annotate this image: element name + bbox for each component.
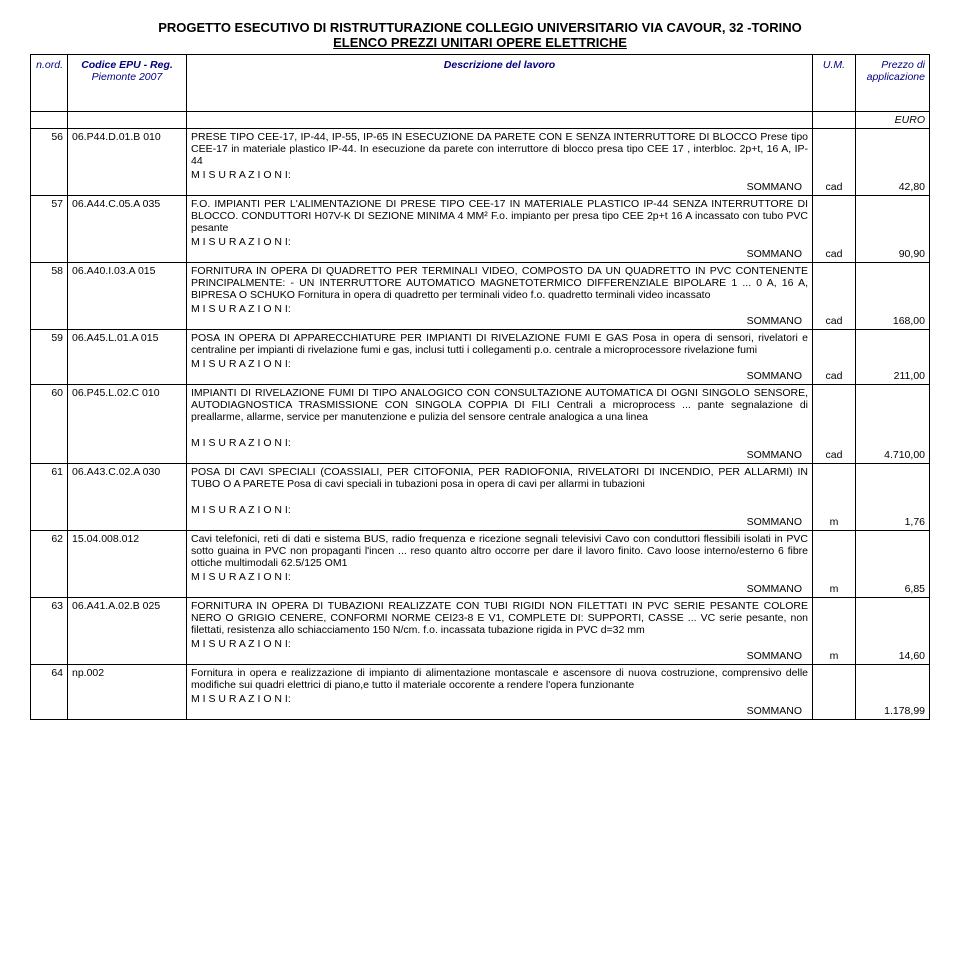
header-code: Codice EPU - Reg. Piemonte 2007	[68, 55, 187, 112]
cell-um: cad	[813, 196, 856, 263]
cell-prezzo: 168,00	[856, 263, 930, 330]
cell-um: m	[813, 598, 856, 665]
cell-n: 62	[31, 531, 68, 598]
header-desc: Descrizione del lavoro	[187, 55, 813, 112]
cell-n: 57	[31, 196, 68, 263]
cell-desc: FORNITURA IN OPERA DI QUADRETTO PER TERM…	[187, 263, 813, 330]
cell-n: 63	[31, 598, 68, 665]
cell-n: 61	[31, 464, 68, 531]
document-header: PROGETTO ESECUTIVO DI RISTRUTTURAZIONE C…	[30, 20, 930, 50]
cell-code: 06.A40.I.03.A 015	[68, 263, 187, 330]
cell-prezzo: 1.178,99	[856, 665, 930, 720]
cell-desc: F.O. IMPIANTI PER L'ALIMENTAZIONE DI PRE…	[187, 196, 813, 263]
cell-code: 06.A43.C.02.A 030	[68, 464, 187, 531]
cell-code: 15.04.008.012	[68, 531, 187, 598]
cell-um: cad	[813, 129, 856, 196]
cell-prezzo: 14,60	[856, 598, 930, 665]
cell-prezzo: 42,80	[856, 129, 930, 196]
header-n: n.ord.	[31, 55, 68, 112]
header-um: U.M.	[813, 55, 856, 112]
cell-desc: Fornitura in opera e realizzazione di im…	[187, 665, 813, 720]
cell-desc: Cavi telefonici, reti di dati e sistema …	[187, 531, 813, 598]
cell-n: 58	[31, 263, 68, 330]
table-row: 5706.A44.C.05.A 035F.O. IMPIANTI PER L'A…	[31, 196, 930, 263]
header-prezzo: Prezzo di applicazione	[856, 55, 930, 112]
title-sub: ELENCO PREZZI UNITARI OPERE ELETTRICHE	[30, 35, 930, 50]
cell-desc: POSA IN OPERA DI APPARECCHIATURE PER IMP…	[187, 330, 813, 385]
cell-prezzo: 4.710,00	[856, 385, 930, 464]
table-row: 6306.A41.A.02.B 025FORNITURA IN OPERA DI…	[31, 598, 930, 665]
cell-n: 64	[31, 665, 68, 720]
cell-um: cad	[813, 385, 856, 464]
cell-code: 06.A45.L.01.A 015	[68, 330, 187, 385]
cell-n: 59	[31, 330, 68, 385]
table-header-row: n.ord. Codice EPU - Reg. Piemonte 2007 D…	[31, 55, 930, 112]
table-row: 6106.A43.C.02.A 030POSA DI CAVI SPECIALI…	[31, 464, 930, 531]
cell-prezzo: 90,90	[856, 196, 930, 263]
cell-prezzo: 1,76	[856, 464, 930, 531]
cell-desc: IMPIANTI DI RIVELAZIONE FUMI DI TIPO ANA…	[187, 385, 813, 464]
table-row: 5906.A45.L.01.A 015POSA IN OPERA DI APPA…	[31, 330, 930, 385]
cell-prezzo: 6,85	[856, 531, 930, 598]
table-row: 6215.04.008.012Cavi telefonici, reti di …	[31, 531, 930, 598]
cell-um: cad	[813, 263, 856, 330]
cell-code: 06.A41.A.02.B 025	[68, 598, 187, 665]
euro-row: EURO	[31, 112, 930, 129]
cell-desc: PRESE TIPO CEE-17, IP-44, IP-55, IP-65 I…	[187, 129, 813, 196]
cell-n: 60	[31, 385, 68, 464]
cell-desc: POSA DI CAVI SPECIALI (COASSIALI, PER CI…	[187, 464, 813, 531]
price-table: n.ord. Codice EPU - Reg. Piemonte 2007 D…	[30, 54, 930, 720]
title-main: PROGETTO ESECUTIVO DI RISTRUTTURAZIONE C…	[30, 20, 930, 35]
cell-n: 56	[31, 129, 68, 196]
table-row: 6006.P45.L.02.C 010IMPIANTI DI RIVELAZIO…	[31, 385, 930, 464]
cell-um: cad	[813, 330, 856, 385]
table-row: 64np.002Fornitura in opera e realizzazio…	[31, 665, 930, 720]
cell-um: m	[813, 531, 856, 598]
table-row: 5606.P44.D.01.B 010PRESE TIPO CEE-17, IP…	[31, 129, 930, 196]
cell-code: 06.P45.L.02.C 010	[68, 385, 187, 464]
cell-code: 06.A44.C.05.A 035	[68, 196, 187, 263]
table-row: 5806.A40.I.03.A 015FORNITURA IN OPERA DI…	[31, 263, 930, 330]
cell-prezzo: 211,00	[856, 330, 930, 385]
cell-desc: FORNITURA IN OPERA DI TUBAZIONI REALIZZA…	[187, 598, 813, 665]
cell-code: 06.P44.D.01.B 010	[68, 129, 187, 196]
cell-um	[813, 665, 856, 720]
cell-code: np.002	[68, 665, 187, 720]
table-body: 5606.P44.D.01.B 010PRESE TIPO CEE-17, IP…	[31, 129, 930, 720]
cell-um: m	[813, 464, 856, 531]
euro-label: EURO	[856, 112, 930, 129]
